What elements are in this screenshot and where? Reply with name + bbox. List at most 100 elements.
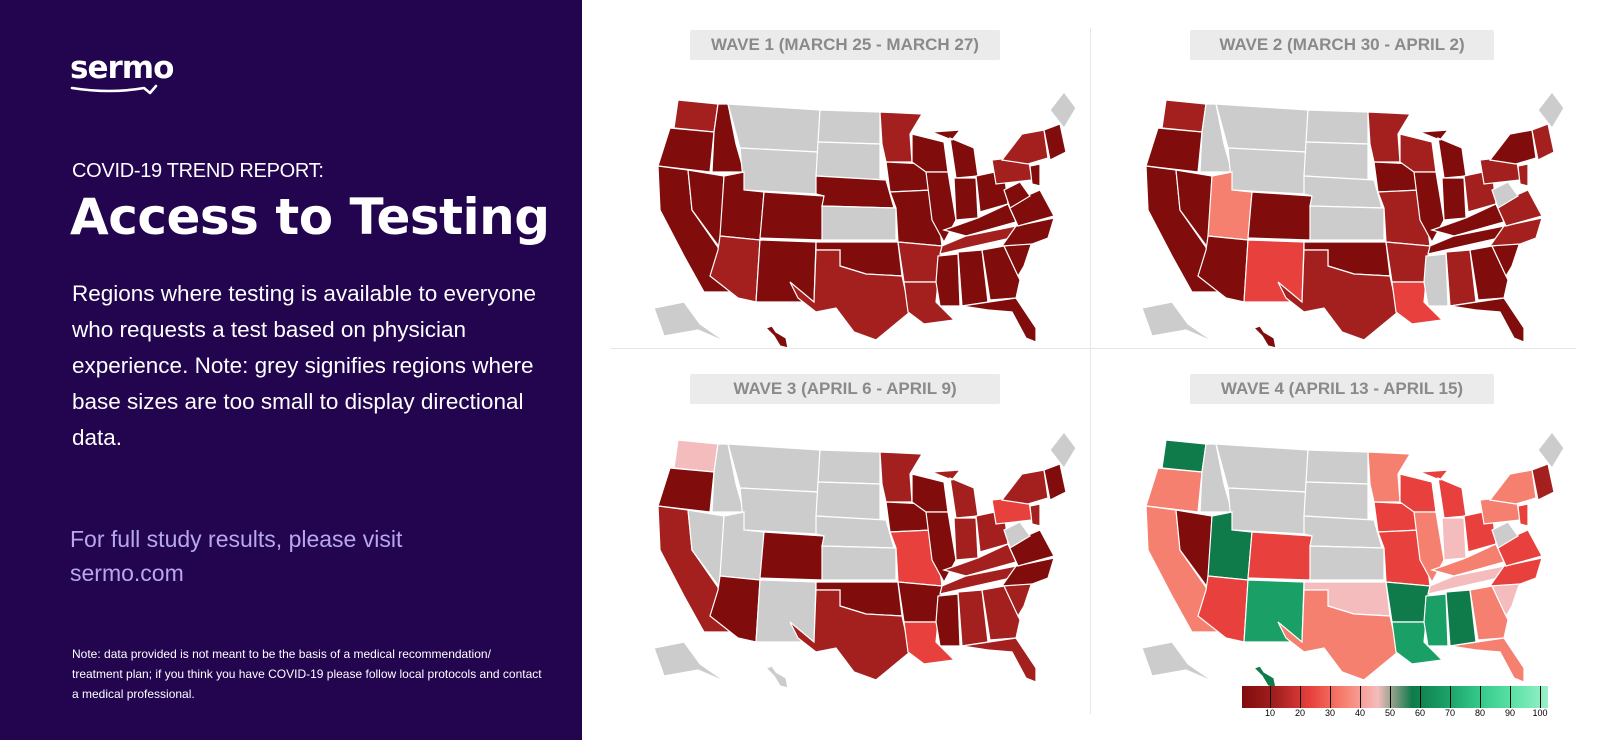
state-ga — [981, 245, 1021, 301]
state-fl — [961, 297, 1037, 343]
state-me — [1049, 431, 1077, 470]
state-in — [1441, 517, 1467, 561]
state-ar — [897, 581, 943, 623]
state-ga — [1469, 245, 1509, 301]
horizontal-divider — [610, 348, 1576, 349]
legend-tick-label: 100 — [1532, 708, 1548, 718]
legend-tick — [1480, 686, 1481, 708]
report-description: Regions where testing is available to ev… — [72, 281, 537, 450]
wave-2-map — [1141, 91, 1565, 349]
state-or — [657, 467, 715, 513]
state-fl — [1449, 637, 1525, 683]
state-fl — [1449, 297, 1525, 343]
state-or — [657, 127, 715, 173]
state-ar — [1385, 581, 1431, 623]
state-co — [1247, 531, 1313, 581]
state-nm — [755, 239, 817, 303]
state-wi — [911, 473, 949, 513]
legend-tick — [1390, 686, 1391, 708]
state-wa — [1161, 439, 1207, 473]
state-ne — [1303, 515, 1383, 549]
state-wi — [1399, 133, 1437, 173]
state-ak — [653, 641, 727, 683]
report-title: Access to Testing — [70, 188, 550, 246]
state-hi — [764, 665, 789, 689]
state-nd — [1305, 109, 1369, 145]
state-ny — [1000, 129, 1049, 165]
state-wy — [739, 147, 819, 195]
state-wa — [673, 439, 719, 473]
state-nc — [1000, 217, 1055, 247]
state-ny — [1488, 129, 1537, 165]
state-ne-us — [1043, 123, 1067, 161]
state-ga — [981, 585, 1021, 641]
state-ny — [1000, 469, 1049, 505]
state-me — [1049, 91, 1077, 130]
state-ne — [815, 175, 895, 209]
state-nj — [1517, 163, 1529, 187]
legend-tick — [1450, 686, 1451, 708]
state-wi — [911, 133, 949, 173]
state-hi — [764, 325, 789, 349]
wave-1-map — [653, 91, 1077, 349]
legend-tick-label: 80 — [1474, 708, 1486, 718]
state-nc — [1488, 217, 1543, 247]
state-nd — [817, 449, 881, 485]
state-mt — [727, 443, 821, 493]
legend-tick-label: 70 — [1444, 708, 1456, 718]
state-ms — [1423, 253, 1449, 307]
state-ks — [1309, 545, 1385, 581]
state-ms — [935, 593, 961, 647]
legend-tick — [1540, 686, 1541, 708]
legend-tick — [1330, 686, 1331, 708]
state-wy — [1227, 487, 1307, 535]
state-mt — [727, 103, 821, 153]
state-hi — [1252, 325, 1277, 349]
legend-gradient-bar — [1242, 686, 1548, 708]
state-tx — [789, 589, 911, 681]
state-me — [1537, 431, 1565, 470]
visit-link[interactable]: For full study results, please visit ser… — [70, 526, 403, 586]
state-nj — [1029, 503, 1041, 527]
sermo-logo: sermo — [70, 50, 200, 98]
state-ne-us — [1531, 463, 1555, 501]
legend-tick-label: 10 — [1264, 708, 1276, 718]
state-in — [1441, 177, 1467, 221]
state-ks — [821, 545, 897, 581]
state-tx — [1277, 249, 1399, 341]
state-nj — [1517, 503, 1529, 527]
state-me — [1537, 91, 1565, 130]
state-nm — [1243, 239, 1305, 303]
state-fl — [961, 637, 1037, 683]
state-ne — [815, 515, 895, 549]
state-co — [759, 191, 825, 241]
state-mt — [1215, 443, 1309, 493]
state-tx — [1277, 589, 1399, 681]
state-ny — [1488, 469, 1537, 505]
state-ak — [1141, 641, 1215, 683]
state-ak — [653, 301, 727, 343]
state-hi — [1252, 665, 1277, 689]
color-scale-legend: 10 20 30 40 50 60 70 80 90 100 — [1242, 686, 1548, 720]
legend-tick — [1360, 686, 1361, 708]
state-wv — [1491, 181, 1519, 209]
state-ms — [1423, 593, 1449, 647]
legend-tick-label: 40 — [1354, 708, 1366, 718]
state-wv — [1003, 181, 1031, 209]
legend-tick — [1420, 686, 1421, 708]
state-ar — [897, 241, 943, 283]
legend-tick — [1270, 686, 1271, 708]
state-nc — [1000, 557, 1055, 587]
state-in — [953, 517, 979, 561]
legend-tick-label: 60 — [1414, 708, 1426, 718]
state-wv — [1003, 521, 1031, 549]
logo-wordmark: sermo — [70, 50, 174, 86]
state-wy — [1227, 147, 1307, 195]
state-in — [953, 177, 979, 221]
wave-4-label: WAVE 4 (APRIL 13 - APRIL 15) — [1190, 374, 1494, 404]
wave-3-map — [653, 431, 1077, 689]
state-co — [1247, 191, 1313, 241]
vertical-divider — [1090, 28, 1091, 714]
state-ne-us — [1043, 463, 1067, 501]
state-or — [1145, 127, 1203, 173]
